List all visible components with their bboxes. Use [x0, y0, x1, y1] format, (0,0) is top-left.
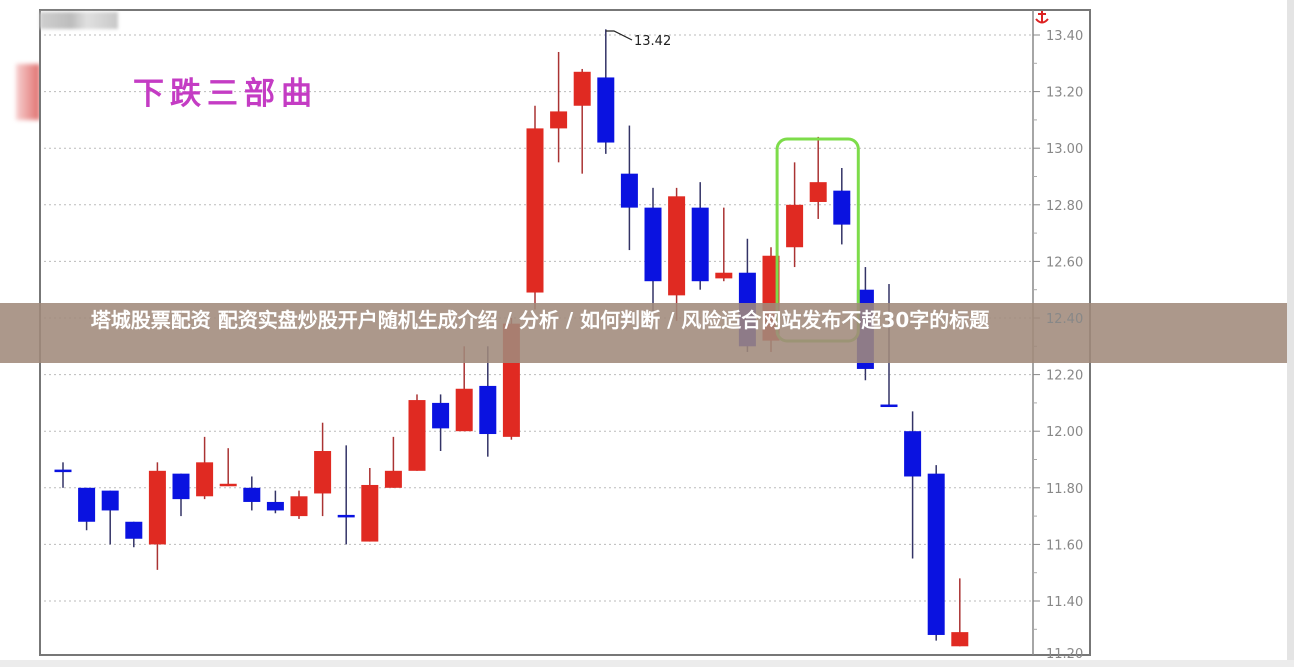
candle [927, 465, 945, 641]
candle-body [786, 204, 804, 248]
candle [526, 105, 544, 310]
candle [809, 136, 827, 219]
candle [432, 394, 450, 452]
candle [904, 411, 922, 559]
candle-body [620, 173, 638, 208]
bottom-edge [0, 660, 1294, 667]
title-banner: 塔城股票配资 配资实盘炒股开户随机生成介绍 / 分析 / 如何判断 / 风险适合… [0, 303, 1294, 363]
candle [951, 578, 969, 647]
candle [337, 445, 355, 545]
candle [691, 182, 709, 290]
candle-body [927, 473, 945, 635]
scrollbar[interactable] [1287, 0, 1294, 667]
candle [668, 187, 686, 321]
candle-body [432, 402, 450, 429]
candle [715, 207, 733, 282]
candle-body [526, 128, 544, 293]
candle [266, 490, 284, 514]
candle [833, 168, 851, 245]
candle [314, 422, 332, 517]
candle-body [691, 207, 709, 282]
candle-body [880, 404, 898, 408]
candle [786, 162, 804, 268]
candle [620, 125, 638, 251]
candle-body [196, 462, 214, 497]
chart-title: 下跌三部曲 [133, 76, 318, 112]
candle-body [219, 483, 237, 487]
candle [384, 436, 402, 488]
candle [172, 473, 190, 517]
candle [644, 187, 662, 313]
candle-body [668, 196, 686, 296]
candle-body [290, 496, 308, 517]
candle-body [550, 111, 568, 129]
candle-body [408, 400, 426, 471]
candle-body [78, 487, 96, 522]
anchor-icon [1035, 11, 1049, 24]
candle-body [172, 473, 190, 500]
candle-body [266, 501, 284, 511]
candle-body [384, 470, 402, 488]
candle-body [455, 388, 473, 432]
candle [243, 476, 261, 511]
candle-body [148, 470, 166, 545]
candle [573, 68, 591, 174]
candle-body [951, 632, 969, 647]
candle-body [101, 490, 119, 511]
high-annotation-label: 13.42 [634, 34, 671, 49]
candle-body [125, 521, 143, 539]
candle-body [243, 487, 261, 502]
candle-body [833, 190, 851, 225]
candle [408, 394, 426, 471]
candle [196, 436, 214, 500]
blurred-watermark [40, 12, 118, 29]
candle-body [337, 514, 355, 518]
high-annotation: 13.42 [606, 30, 671, 49]
candle [361, 467, 379, 542]
candle-body [597, 77, 615, 143]
candle [54, 462, 72, 488]
candle [78, 487, 96, 531]
candle-body [361, 484, 379, 542]
candle [219, 448, 237, 487]
candle-body [573, 71, 591, 106]
candle-body [809, 182, 827, 202]
candle-body [644, 207, 662, 282]
candle [148, 462, 166, 570]
candle [479, 346, 497, 457]
banner-title: 塔城股票配资 配资实盘炒股开户随机生成介绍 / 分析 / 如何判断 / 风险适合… [90, 308, 990, 332]
candle [101, 490, 119, 545]
candle [550, 51, 568, 163]
candle-body [54, 469, 72, 473]
candle [125, 521, 143, 548]
candle-body [715, 272, 733, 279]
candle [290, 490, 308, 519]
candle-body [904, 431, 922, 477]
candle-body [479, 385, 497, 435]
blurred-edge-graphic [16, 64, 40, 120]
candle [597, 29, 615, 154]
candle-body [314, 451, 332, 494]
